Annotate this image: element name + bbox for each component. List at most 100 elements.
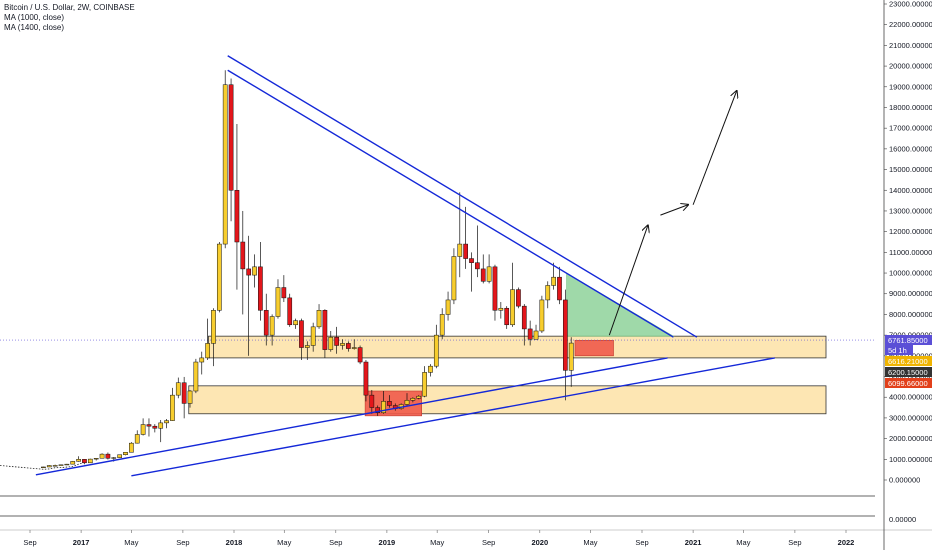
candle	[99, 453, 105, 459]
y-tick-label: 9000.000000	[889, 289, 932, 298]
candle-body	[93, 458, 99, 460]
upper-resistance-inner	[227, 69, 674, 338]
candle-body	[410, 398, 416, 401]
price-tag-text: 5d 1h	[888, 346, 907, 355]
candle	[287, 293, 293, 327]
candle	[199, 351, 205, 375]
candle	[310, 322, 316, 352]
candle	[357, 345, 363, 365]
candle	[498, 302, 504, 319]
y-tick-label: 1000.000000	[889, 455, 932, 464]
candle-body	[457, 243, 463, 257]
candle	[557, 266, 562, 305]
price-tag: 5d 1h	[885, 345, 913, 355]
candle	[463, 206, 468, 269]
candle	[334, 326, 339, 354]
candle	[299, 318, 304, 360]
candle-body	[304, 345, 310, 348]
price-tag: 6761.85000	[885, 335, 932, 345]
candle	[469, 252, 474, 292]
candle	[146, 418, 152, 437]
candle-body	[551, 276, 556, 286]
y-tick-label: 10000.000000	[889, 269, 932, 278]
candle-body	[387, 401, 392, 406]
candle	[486, 254, 492, 284]
candle	[152, 424, 158, 433]
candle-body	[533, 330, 539, 340]
candle-body	[105, 453, 111, 459]
y-tick-label: 2000.000000	[889, 434, 932, 443]
candle-body	[134, 434, 140, 444]
candle	[492, 264, 498, 321]
projection-arrow-3	[692, 91, 737, 205]
candle	[416, 395, 422, 400]
candle-body	[216, 243, 222, 311]
candle-body	[486, 266, 492, 282]
candle	[82, 459, 87, 465]
price-tag: 6099.66000	[885, 378, 932, 388]
candle	[216, 242, 222, 313]
y-tick-label: 22000.000000	[889, 20, 932, 29]
candle-body	[140, 424, 146, 435]
candle	[562, 289, 568, 401]
indicator-ma-1400: MA (1400, close)	[4, 23, 65, 32]
y-tick-label: 8000.000000	[889, 310, 932, 319]
candle-body	[363, 361, 369, 396]
candle-body	[504, 307, 510, 326]
x-tick-label: Sep	[788, 538, 801, 547]
candle	[404, 393, 410, 406]
candle-body	[287, 297, 293, 326]
candle	[304, 341, 310, 360]
candle-body	[510, 289, 515, 326]
candle-body	[557, 276, 562, 301]
x-tick-label: Sep	[329, 538, 342, 547]
candle	[181, 376, 187, 419]
candle-body	[439, 314, 445, 336]
x-tick-label: 2018	[226, 538, 243, 547]
candle-body	[281, 287, 287, 299]
candle	[322, 309, 328, 358]
candle-body	[193, 361, 199, 392]
x-tick-label: 2022	[838, 538, 855, 547]
candle-body	[451, 256, 457, 301]
x-tick-label: May	[736, 538, 750, 547]
y-tick-label: 11000.000000	[889, 248, 932, 257]
candle-body	[568, 342, 574, 371]
candle-body	[146, 424, 152, 427]
candle	[439, 308, 445, 340]
candle-body	[416, 395, 422, 399]
candle	[170, 387, 175, 422]
price-tag-bg	[885, 335, 932, 345]
support-zone	[188, 385, 827, 415]
candle-body	[99, 453, 105, 459]
candle	[164, 418, 169, 429]
candle-body	[516, 289, 521, 307]
candle	[539, 295, 545, 334]
upper-resistance-outer	[227, 55, 698, 338]
candle	[240, 210, 246, 315]
candle	[41, 466, 46, 469]
candle	[252, 254, 257, 288]
candle	[64, 463, 70, 466]
candle	[410, 397, 416, 403]
candle-body	[240, 241, 246, 270]
price-tag-bg	[885, 367, 932, 377]
candle-body	[334, 336, 339, 346]
candle-body	[70, 461, 76, 465]
candle-body	[246, 268, 252, 276]
candle	[52, 464, 58, 467]
candle-body	[175, 382, 181, 396]
candle	[527, 320, 533, 346]
y-tick-label: 13000.000000	[889, 206, 932, 215]
x-tick-label: 2020	[531, 538, 548, 547]
candle	[228, 78, 234, 222]
candle	[193, 358, 199, 394]
candle-body	[181, 382, 187, 404]
candle-body	[82, 459, 87, 464]
candle-body	[316, 310, 322, 328]
candle	[87, 458, 93, 464]
y-tick-label: 4000.000000	[889, 393, 932, 402]
candle	[175, 377, 181, 399]
candle-body	[340, 343, 345, 346]
